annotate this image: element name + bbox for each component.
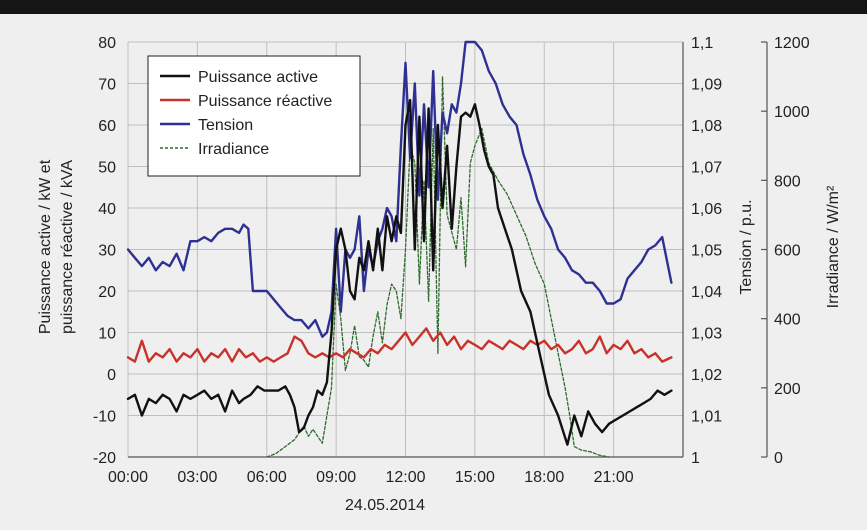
mid-tick-label: 1,08 <box>691 118 722 135</box>
left-tick-label: -10 <box>93 409 116 426</box>
left-tick-label: 40 <box>98 201 116 218</box>
left-tick-label: 70 <box>98 77 116 94</box>
top-rule <box>0 0 867 14</box>
right-tick-label: 800 <box>774 173 801 190</box>
plot-frame <box>128 42 684 458</box>
x-tick-label: 18:00 <box>524 469 564 486</box>
series-layer <box>126 40 673 458</box>
right-tick-label: 400 <box>774 312 801 329</box>
right-tick-label: 1000 <box>774 104 810 121</box>
left-axis-title-line1: Puissance active / kW et <box>37 159 54 334</box>
left-tick-label: 0 <box>107 367 116 384</box>
x-tick-label: 09:00 <box>316 469 356 486</box>
series-tension-line <box>126 40 673 338</box>
series-irradiance-line <box>266 75 610 458</box>
mid-tick-label: 1,02 <box>691 367 722 384</box>
x-tick-label: 03:00 <box>177 469 217 486</box>
legend-label: Puissance active <box>198 69 318 86</box>
series-puissance-r-active-line <box>126 327 673 363</box>
mid-tick-label: 1,05 <box>691 243 722 260</box>
left-axis-title-line2: puissance réactive / kVA <box>59 160 76 334</box>
legend-label: Irradiance <box>198 141 269 158</box>
mid-tick-label: 1 <box>691 450 700 467</box>
x-tick-label: 15:00 <box>455 469 495 486</box>
mid-tick-label: 1,06 <box>691 201 722 218</box>
left-tick-label: 80 <box>98 35 116 52</box>
right-tick-label: 600 <box>774 243 801 260</box>
x-axis-ticks: 00:00 03:00 06:00 09:00 12:00 15:00 18:00 21:00 <box>108 469 634 486</box>
mid-axis-title: Tension / p.u. <box>738 199 755 294</box>
x-axis-title: 24.05.2014 <box>345 497 425 514</box>
left-axis-ticks: 80 70 60 50 40 30 20 10 0 -10 -20 <box>93 35 116 467</box>
left-tick-label: -20 <box>93 450 116 467</box>
right-tick-label: 0 <box>774 450 783 467</box>
x-tick-label: 06:00 <box>247 469 287 486</box>
right-tick-label: 200 <box>774 381 801 398</box>
right-tick-label: 1200 <box>774 35 810 52</box>
mid-tick-label: 1,04 <box>691 284 722 301</box>
mid-tick-label: 1,07 <box>691 160 722 177</box>
mid-tick-label: 1,1 <box>691 35 713 52</box>
left-tick-label: 30 <box>98 243 116 260</box>
left-tick-label: 60 <box>98 118 116 135</box>
mid-tick-label: 1,09 <box>691 77 722 94</box>
x-tick-label: 00:00 <box>108 469 148 486</box>
right-axis-title: Irradiance / W/m² <box>825 185 842 308</box>
mid-tick-label: 1,01 <box>691 409 722 426</box>
legend: Puissance active Puissance réactive Tensio… <box>147 55 361 177</box>
right-axis: 1200 1000 800 600 400 200 0 <box>761 35 810 467</box>
legend-label: Puissance réactive <box>198 93 332 110</box>
mid-tick-label: 1,03 <box>691 326 722 343</box>
left-tick-label: 50 <box>98 160 116 177</box>
x-tick-label: 12:00 <box>385 469 425 486</box>
x-tick-label: 21:00 <box>594 469 634 486</box>
left-tick-label: 10 <box>98 326 116 343</box>
series-puissance-active-line <box>126 98 673 446</box>
mid-axis-ticks: 1,1 1,09 1,08 1,07 1,06 1,05 1,04 1,03 1,02 1,01 1 <box>691 35 722 467</box>
left-tick-label: 20 <box>98 284 116 301</box>
legend-label: Tension <box>198 117 253 134</box>
